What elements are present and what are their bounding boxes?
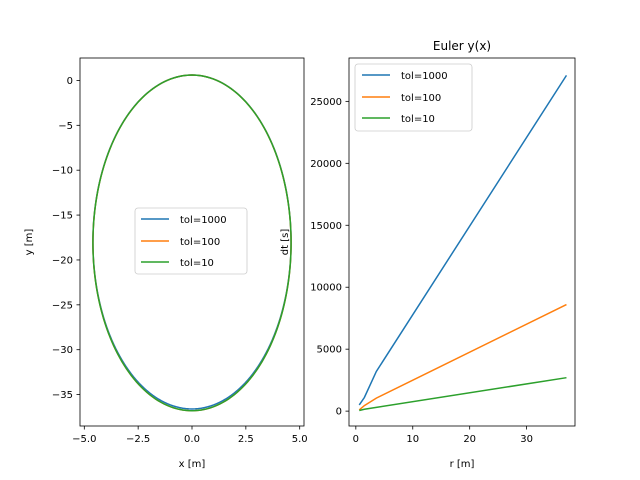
right-plot-legend: tol=1000 tol=100 tol=10 [354, 63, 473, 132]
right-plot-series [358, 74, 568, 412]
y-tick-label: 25000 [310, 97, 342, 108]
right-legend-box [354, 63, 473, 132]
right-legend-label-tol1000: tol=1000 [401, 71, 448, 82]
right-plot-frame [348, 57, 576, 427]
y-tick-label: −25 [52, 300, 73, 311]
x-tick-label: 5.0 [292, 434, 308, 445]
y-tick-label: 10000 [310, 283, 342, 294]
series-line-tol-10 [92, 74, 292, 412]
left-plot-y-label: y [m] [24, 229, 35, 256]
y-tick-label: −5 [58, 121, 73, 132]
left-legend-box [134, 207, 248, 275]
x-tick-label: −2.5 [126, 434, 150, 445]
x-tick-label: 2.5 [238, 434, 254, 445]
y-tick-label: −15 [52, 211, 73, 222]
left-plot-x-ticks: −5.0 −2.5 0.0 2.5 5.0 [72, 426, 308, 445]
left-plot-x-label: x [m] [179, 459, 206, 470]
right-plot-y-ticks: 0 5000 10000 15000 20000 25000 [310, 97, 349, 418]
right-plot-y-label: dt [s] [280, 229, 291, 256]
left-legend-label-tol1000: tol=1000 [180, 215, 227, 226]
series-line-tol-1000 [358, 74, 568, 406]
y-tick-label: −10 [52, 166, 73, 177]
left-plot: −5.0 −2.5 0.0 2.5 5.0 0−5−10−15−20−25−30−35 … [24, 57, 308, 470]
y-tick-label: 20000 [310, 159, 342, 170]
y-tick-label: 0 [336, 407, 342, 418]
x-tick-label: 0 [353, 434, 359, 445]
left-legend-label-tol100: tol=100 [180, 237, 220, 248]
right-legend-label-tol100: tol=100 [401, 93, 441, 104]
y-tick-label: 5000 [317, 345, 342, 356]
y-tick-label: −20 [52, 255, 73, 266]
y-tick-label: −35 [52, 390, 73, 401]
y-tick-label: 15000 [310, 221, 342, 232]
x-tick-label: −5.0 [72, 434, 96, 445]
left-plot-series [92, 74, 292, 412]
y-tick-label: 0 [67, 76, 73, 87]
right-plot-x-label: r [m] [450, 459, 475, 470]
right-plot-title: Euler y(x) [433, 39, 491, 53]
left-plot-y-ticks: 0 −5 −10 −15 −20 −25 −30 −35 [52, 76, 80, 401]
series-line-tol-10 [359, 376, 567, 412]
x-tick-label: 10 [406, 434, 419, 445]
right-legend-label-tol10: tol=10 [401, 114, 435, 125]
left-legend-label-tol10: tol=10 [180, 258, 214, 269]
y-tick-label: −30 [52, 345, 73, 356]
series-line-tol-100 [358, 303, 567, 411]
left-plot-legend: tol=1000 tol=100 tol=10 [134, 207, 248, 275]
x-tick-label: 30 [520, 434, 533, 445]
x-tick-label: 0.0 [184, 434, 200, 445]
right-plot-x-ticks: 0 10 20 30 [353, 426, 533, 445]
x-tick-label: 20 [463, 434, 476, 445]
